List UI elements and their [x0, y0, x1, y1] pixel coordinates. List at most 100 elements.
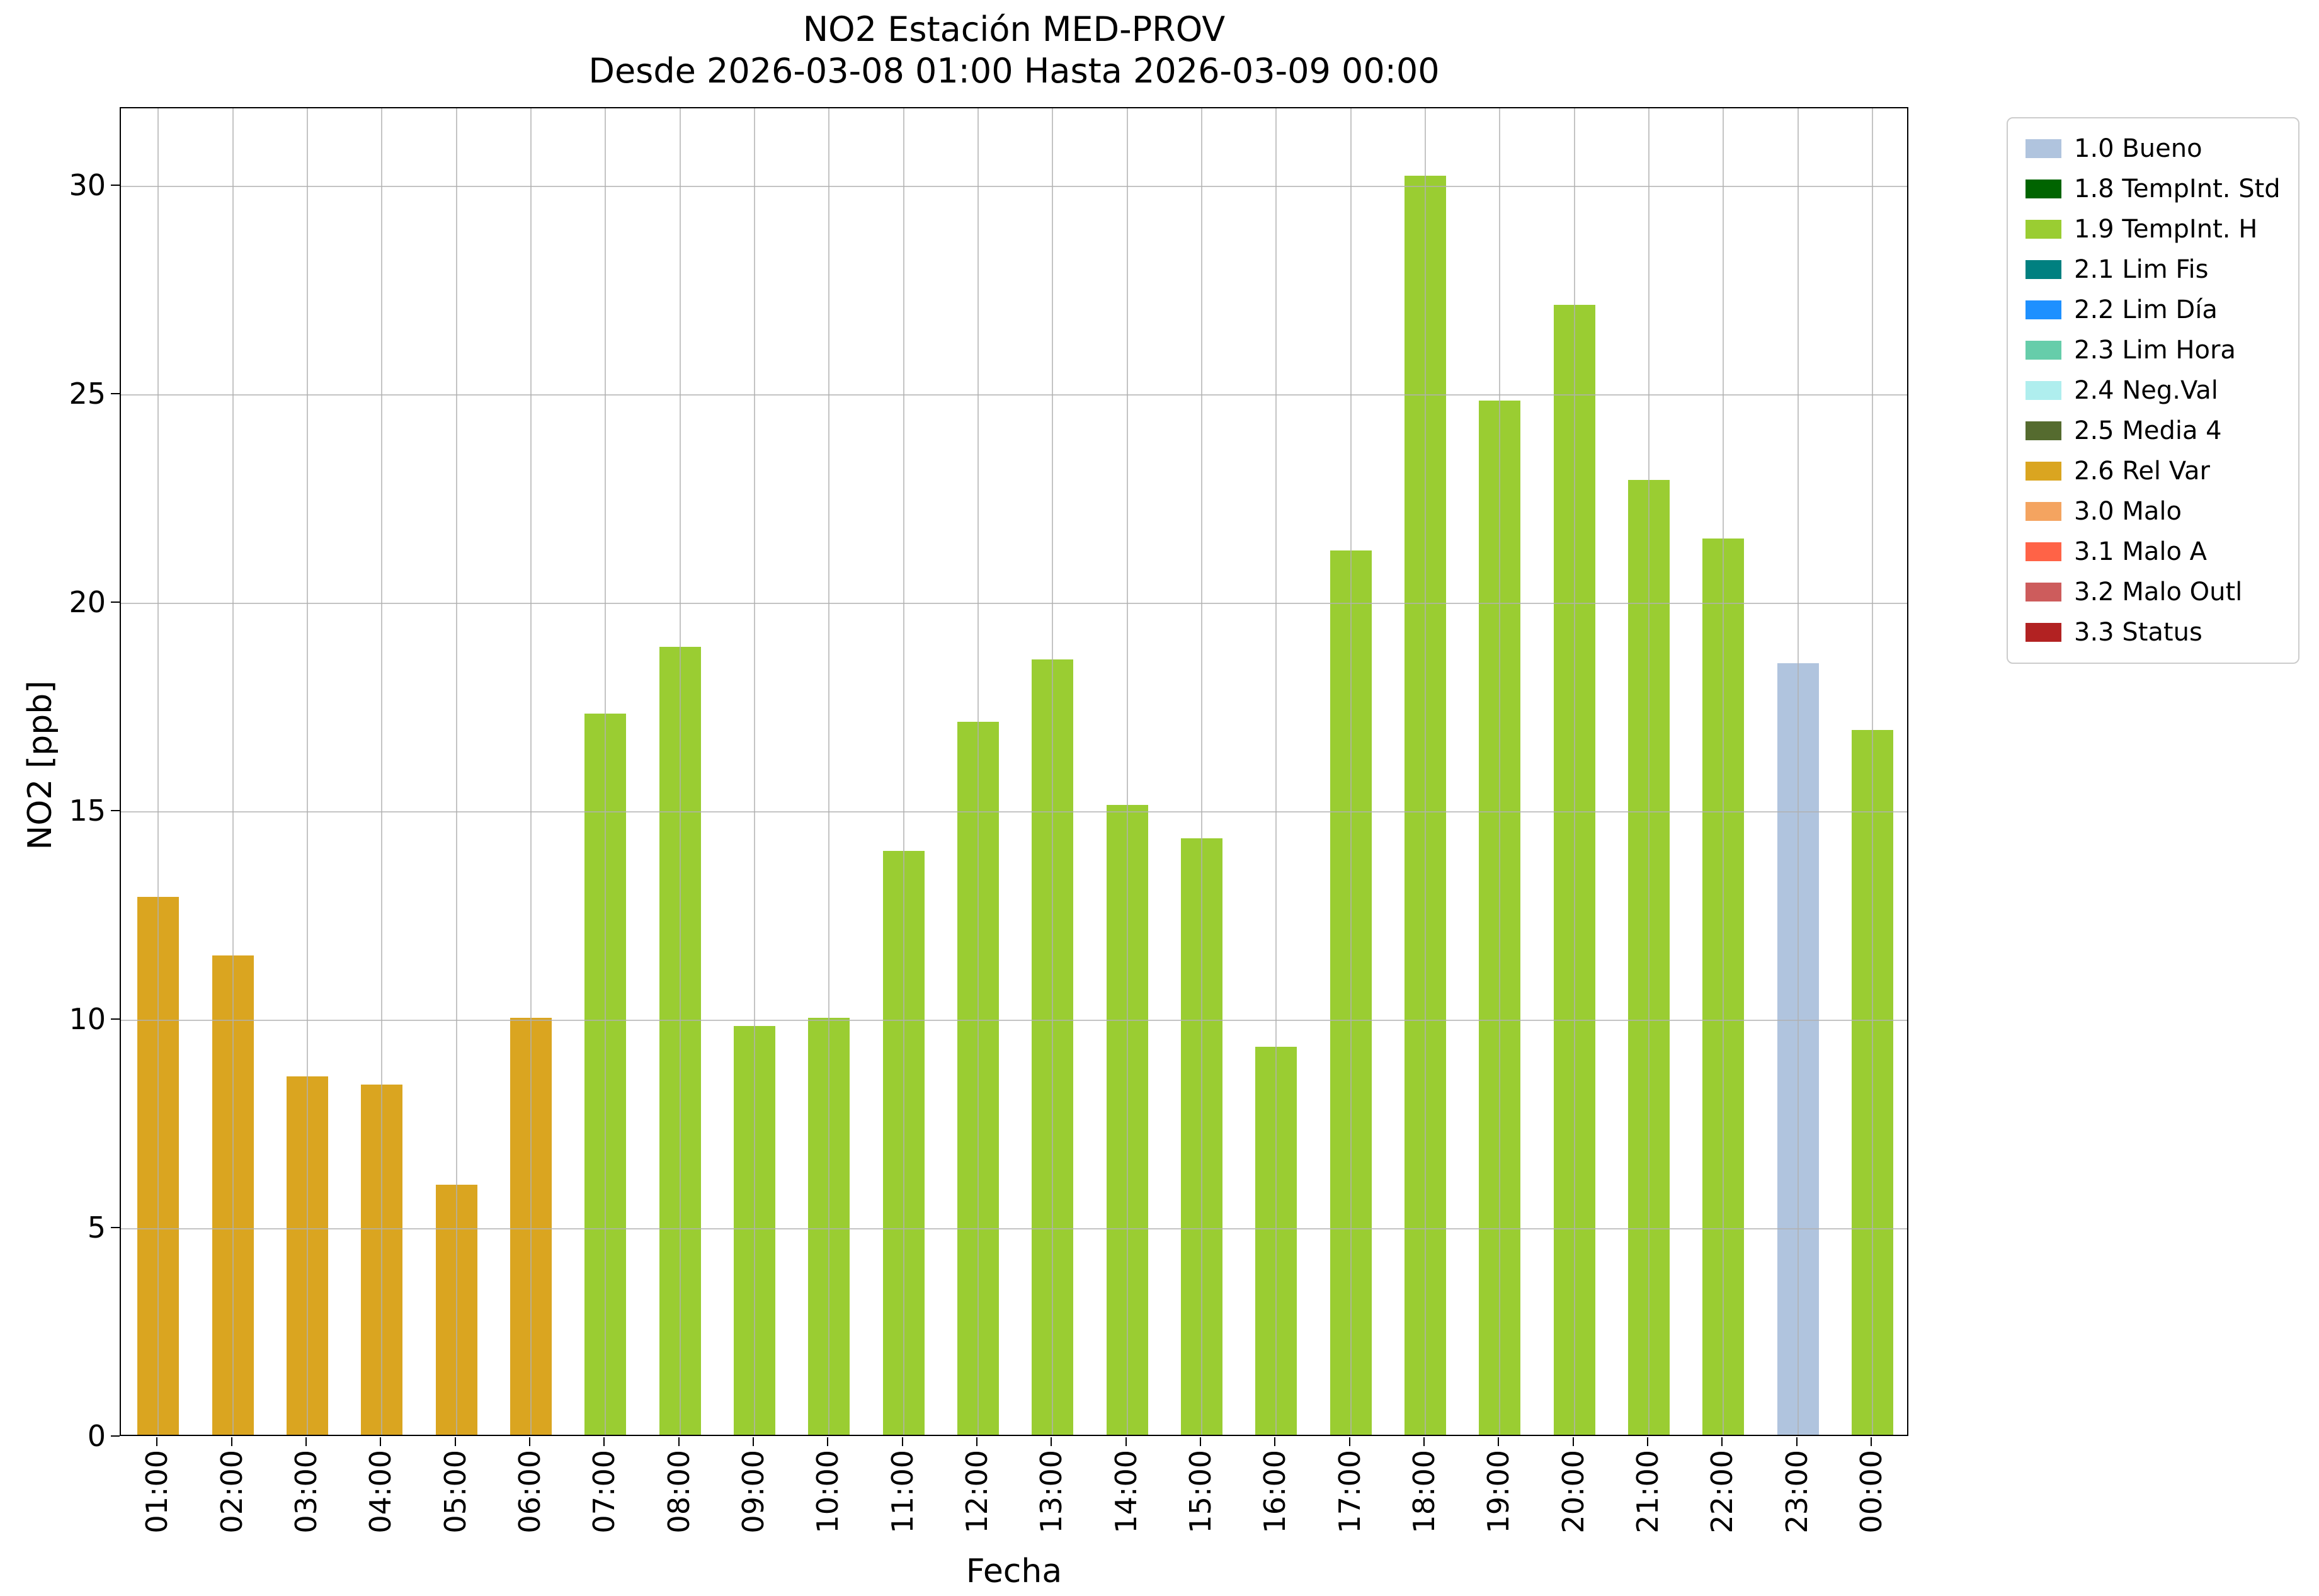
- x-tick-mark: [156, 1437, 158, 1446]
- bar-23:00: [1777, 663, 1819, 1435]
- legend-item: 3.2 Malo Outl: [2026, 572, 2281, 612]
- x-tick-mark: [1274, 1437, 1276, 1446]
- x-tick-mark: [305, 1437, 307, 1446]
- x-tick-mark: [231, 1437, 232, 1446]
- legend-item-label: 2.6 Rel Var: [2074, 457, 2210, 486]
- x-tick-mark: [1348, 1437, 1350, 1446]
- legend-swatch: [2026, 583, 2061, 601]
- bar-10:00: [808, 1017, 850, 1435]
- bar-17:00: [1330, 550, 1372, 1435]
- x-tick-label: 16:00: [1258, 1450, 1292, 1534]
- legend-swatch: [2026, 260, 2061, 279]
- legend-item-label: 2.2 Lim Día: [2074, 295, 2218, 324]
- x-tick-label: 01:00: [140, 1450, 174, 1534]
- bar-12:00: [957, 721, 999, 1435]
- x-tick-label: 04:00: [363, 1450, 398, 1534]
- legend-item-label: 3.0 Malo: [2074, 497, 2182, 526]
- chart-subtitle: Desde 2026-03-08 01:00 Hasta 2026-03-09 …: [588, 51, 1440, 91]
- x-tick-label: 00:00: [1854, 1450, 1888, 1534]
- x-tick-label: 20:00: [1556, 1450, 1590, 1534]
- y-tick-label: 0: [87, 1419, 106, 1453]
- x-tick-mark: [1646, 1437, 1648, 1446]
- bar-22:00: [1702, 538, 1745, 1435]
- legend-item: 1.8 TempInt. Std: [2026, 169, 2281, 209]
- x-tick-label: 05:00: [438, 1450, 472, 1534]
- y-tick-mark: [111, 392, 120, 394]
- bar-05:00: [435, 1184, 477, 1435]
- x-tick-label: 13:00: [1034, 1450, 1069, 1534]
- bar-19:00: [1479, 401, 1521, 1435]
- bar-01:00: [137, 896, 179, 1435]
- x-tick-label: 19:00: [1481, 1450, 1516, 1534]
- bar-07:00: [584, 713, 627, 1435]
- x-tick-label: 12:00: [959, 1450, 994, 1534]
- x-tick-mark: [1796, 1437, 1798, 1446]
- x-tick-label: 15:00: [1183, 1450, 1217, 1534]
- x-tick-mark: [603, 1437, 605, 1446]
- x-tick-label: 23:00: [1779, 1450, 1814, 1534]
- legend-swatch: [2026, 381, 2061, 400]
- y-tick-label: 30: [69, 168, 106, 202]
- bar-21:00: [1627, 479, 1670, 1435]
- legend-item-label: 2.3 Lim Hora: [2074, 336, 2236, 365]
- legend-swatch: [2026, 421, 2061, 440]
- plot-area: [120, 107, 1908, 1436]
- legend-item-label: 1.0 Bueno: [2074, 134, 2202, 163]
- legend-swatch: [2026, 300, 2061, 319]
- legend-item: 2.6 Rel Var: [2026, 451, 2281, 491]
- legend-item: 2.4 Neg.Val: [2026, 370, 2281, 411]
- bars-layer: [121, 108, 1907, 1435]
- x-tick-mark: [1199, 1437, 1201, 1446]
- x-tick-mark: [1721, 1437, 1723, 1446]
- y-tick-label: 5: [87, 1210, 106, 1245]
- bar-14:00: [1106, 805, 1148, 1435]
- x-tick-mark: [1572, 1437, 1574, 1446]
- legend-swatch: [2026, 623, 2061, 642]
- bar-04:00: [361, 1084, 403, 1435]
- x-tick-mark: [827, 1437, 829, 1446]
- legend-item: 3.0 Malo: [2026, 491, 2281, 532]
- legend-item-label: 2.4 Neg.Val: [2074, 376, 2218, 405]
- legend-item: 1.0 Bueno: [2026, 128, 2281, 169]
- legend-item: 2.5 Media 4: [2026, 411, 2281, 451]
- legend-swatch: [2026, 341, 2061, 360]
- x-tick-label: 21:00: [1630, 1450, 1665, 1534]
- x-tick-mark: [976, 1437, 977, 1446]
- bar-03:00: [286, 1076, 328, 1435]
- legend-item-label: 3.2 Malo Outl: [2074, 578, 2243, 607]
- x-tick-mark: [1125, 1437, 1127, 1446]
- legend-swatch: [2026, 462, 2061, 481]
- bar-08:00: [659, 646, 701, 1435]
- x-tick-label: 18:00: [1406, 1450, 1441, 1534]
- x-tick-mark: [454, 1437, 456, 1446]
- x-tick-label: 10:00: [811, 1450, 845, 1534]
- legend-swatch: [2026, 542, 2061, 561]
- x-tick-label: 02:00: [214, 1450, 249, 1534]
- legend-swatch: [2026, 139, 2061, 158]
- bar-20:00: [1553, 304, 1595, 1435]
- legend-item-label: 2.5 Media 4: [2074, 416, 2222, 445]
- legend: 1.0 Bueno 1.8 TempInt. Std 1.9 TempInt. H 2…: [2007, 117, 2299, 664]
- legend-swatch: [2026, 502, 2061, 521]
- x-tick-label: 22:00: [1705, 1450, 1740, 1534]
- legend-item-label: 2.1 Lim Fis: [2074, 255, 2209, 284]
- y-axis-title: NO2 [ppb]: [21, 680, 59, 850]
- bar-16:00: [1255, 1047, 1297, 1435]
- legend-item: 3.1 Malo A: [2026, 532, 2281, 572]
- x-tick-mark: [678, 1437, 680, 1446]
- x-tick-label: 07:00: [587, 1450, 622, 1534]
- y-tick-mark: [111, 1226, 120, 1228]
- bar-00:00: [1851, 730, 1893, 1435]
- legend-swatch: [2026, 180, 2061, 198]
- legend-item: 3.3 Status: [2026, 612, 2281, 653]
- x-tick-label: 06:00: [512, 1450, 547, 1534]
- bar-02:00: [212, 955, 254, 1435]
- x-tick-mark: [752, 1437, 754, 1446]
- x-tick-mark: [901, 1437, 903, 1446]
- y-tick-label: 25: [69, 376, 106, 411]
- chart-title-block: NO2 Estación MED-PROV Desde 2026-03-08 0…: [120, 9, 1908, 92]
- legend-item-label: 3.3 Status: [2074, 618, 2202, 647]
- legend-item: 2.1 Lim Fis: [2026, 249, 2281, 290]
- legend-item: 2.2 Lim Día: [2026, 290, 2281, 330]
- chart-title: NO2 Estación MED-PROV: [802, 9, 1226, 49]
